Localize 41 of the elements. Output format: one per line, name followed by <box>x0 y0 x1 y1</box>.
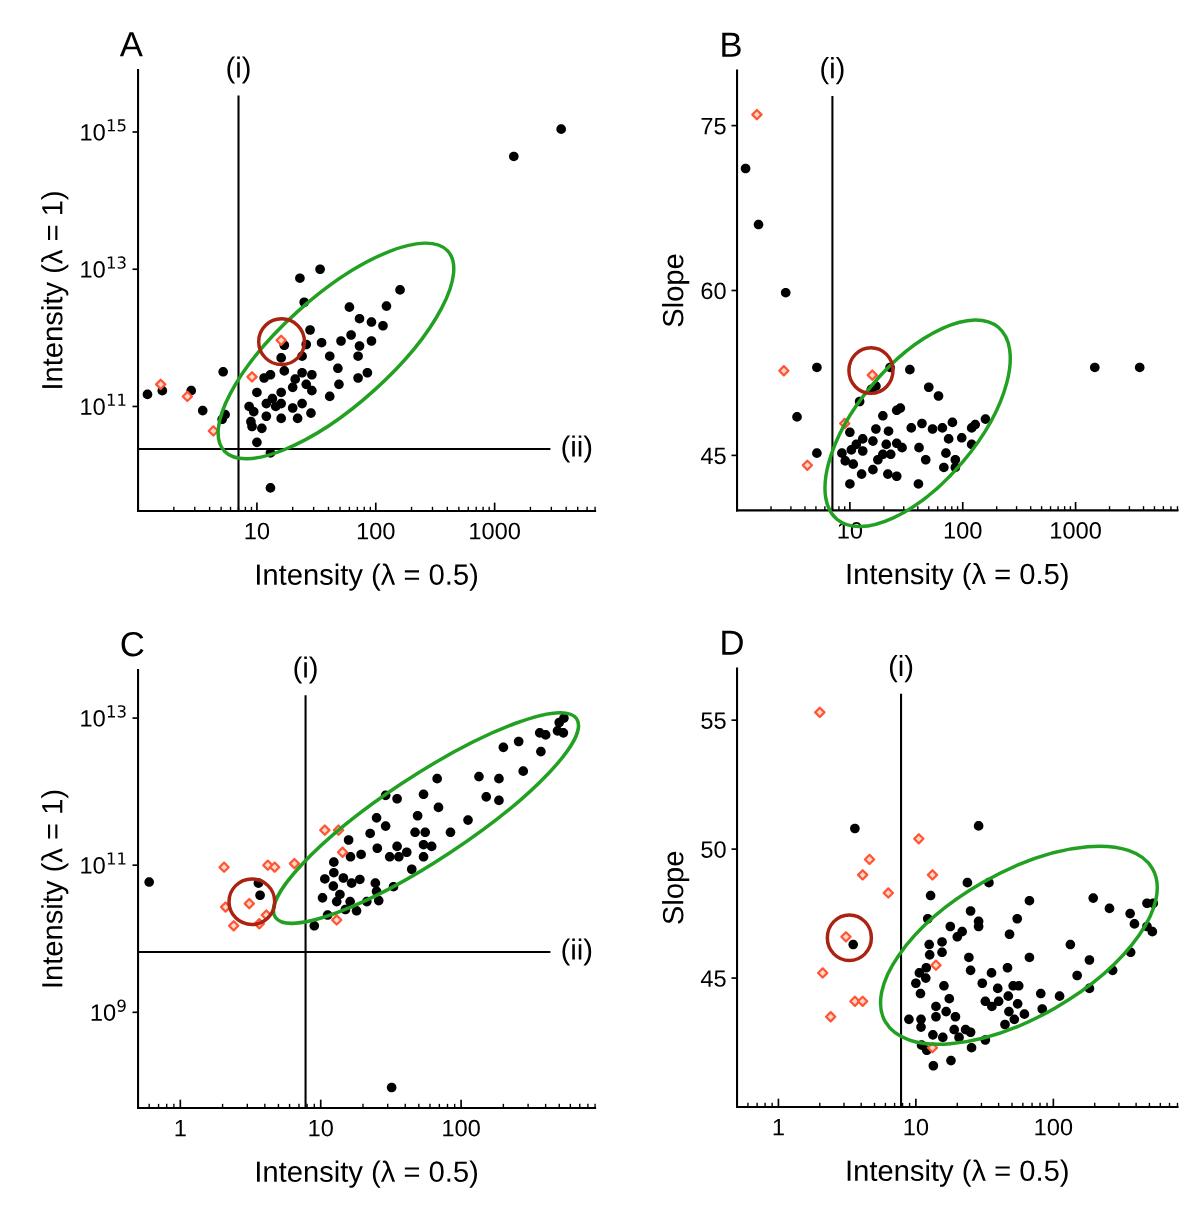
x-tick-label: 1000 <box>470 522 520 540</box>
y-tick-label: 10$^{15}$ <box>81 119 126 141</box>
x-tick-label: 1 <box>175 1119 186 1137</box>
y-tick-label: 60 <box>701 282 726 300</box>
x-tick-label: 10 <box>309 1119 333 1137</box>
x-tick-label: 1000 <box>1051 522 1101 539</box>
ref-line-label: (i) <box>821 57 844 85</box>
x-tick-label: 10 <box>904 1118 929 1136</box>
chart-title: B <box>722 32 741 57</box>
y-tick-label: 10$^{9}$ <box>91 999 126 1021</box>
ref-line-label: (ii) <box>562 938 592 966</box>
y-tick-label: 75 <box>701 117 726 135</box>
x-axis-title: Intensity (λ = 0.5) <box>257 563 478 591</box>
chart-title: D <box>722 630 743 655</box>
x-tick-label: 1 <box>773 1119 784 1136</box>
y-axis-title: Slope <box>662 254 690 327</box>
x-axis-title: Intensity (λ = 0.5) <box>847 562 1068 591</box>
y-tick-label: 50 <box>701 841 726 858</box>
y-tick-label: 45 <box>700 970 726 987</box>
y-tick-label: 10$^{13}$ <box>81 705 126 727</box>
y-tick-label: 10$^{11}$ <box>81 852 126 874</box>
y-axis-title: Intensity (λ = 1) <box>41 790 69 987</box>
chart-title: C <box>121 631 144 657</box>
chart-title: A <box>119 32 143 57</box>
ref-line-label: (i) <box>889 654 913 683</box>
x-axis-title: Intensity (λ = 0.5) <box>847 1159 1068 1187</box>
y-tick-label: 10$^{11}$ <box>81 393 126 416</box>
x-tick-label: 100 <box>1035 1118 1073 1136</box>
x-tick-label: 10 <box>245 522 270 540</box>
y-axis-title: Slope <box>662 851 690 924</box>
x-axis-title: Intensity (λ = 0.5) <box>257 1160 478 1188</box>
x-tick-label: 100 <box>443 1119 480 1137</box>
ref-line-label: (ii) <box>562 435 592 463</box>
y-tick-label: 10$^{13}$ <box>81 256 126 278</box>
y-tick-label: 55 <box>701 712 726 729</box>
ref-line-label: (i) <box>294 656 317 684</box>
y-axis-title: Intensity (λ = 1) <box>41 192 69 388</box>
x-tick-label: 100 <box>357 522 395 540</box>
x-tick-label: 100 <box>944 522 982 539</box>
y-tick-label: 45 <box>700 447 726 465</box>
ref-line-label: (i) <box>227 56 250 84</box>
